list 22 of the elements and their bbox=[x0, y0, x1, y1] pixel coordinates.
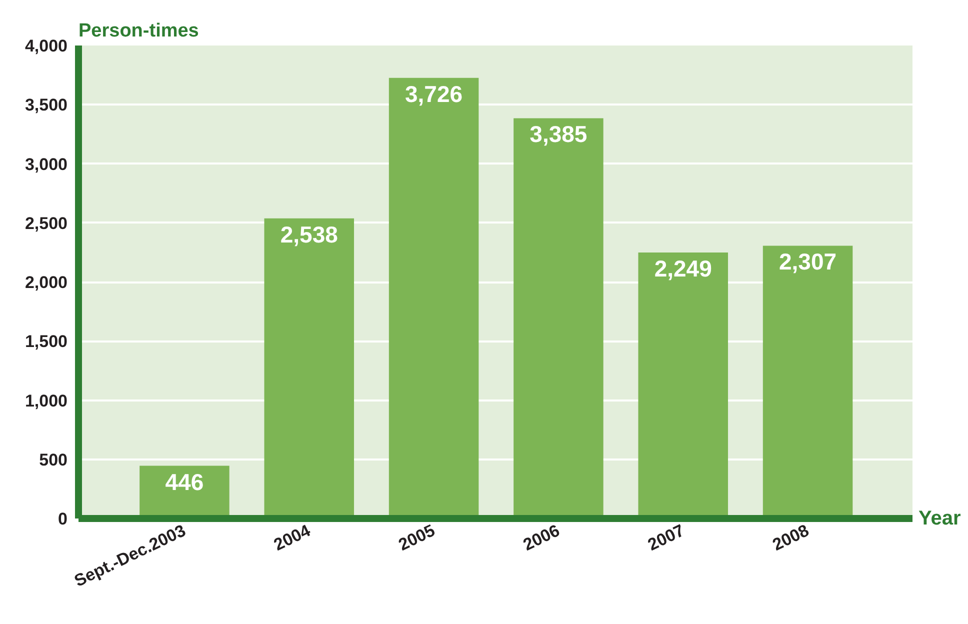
data-label: 2,307 bbox=[779, 248, 837, 275]
y-tick-label: 500 bbox=[39, 450, 68, 470]
x-axis-title: Year bbox=[918, 508, 961, 530]
data-label: 2,249 bbox=[654, 256, 712, 282]
x-tick-label: 2004 bbox=[270, 520, 314, 554]
data-label: 3,726 bbox=[405, 80, 463, 107]
data-label: 3,385 bbox=[530, 121, 588, 148]
x-tick-label: 2007 bbox=[644, 520, 688, 554]
data-label: 446 bbox=[165, 468, 204, 495]
y-axis-title: Person-times bbox=[78, 20, 199, 42]
y-tick-label: 2,000 bbox=[24, 273, 68, 292]
x-tick-label: 2005 bbox=[396, 520, 438, 554]
y-tick-label: 2,500 bbox=[24, 214, 68, 233]
x-tick-label: 2006 bbox=[520, 520, 563, 554]
y-tick-label: 3,000 bbox=[24, 154, 68, 174]
y-tick-label: 1,000 bbox=[24, 391, 68, 410]
x-tick-label: 2008 bbox=[770, 520, 812, 554]
y-tick-label: 0 bbox=[58, 510, 68, 528]
y-tick-label: 1,500 bbox=[24, 332, 68, 352]
y-tick-label: 3,500 bbox=[24, 96, 68, 115]
data-label: 2,538 bbox=[280, 221, 338, 248]
y-tick-label: 4,000 bbox=[24, 36, 68, 56]
